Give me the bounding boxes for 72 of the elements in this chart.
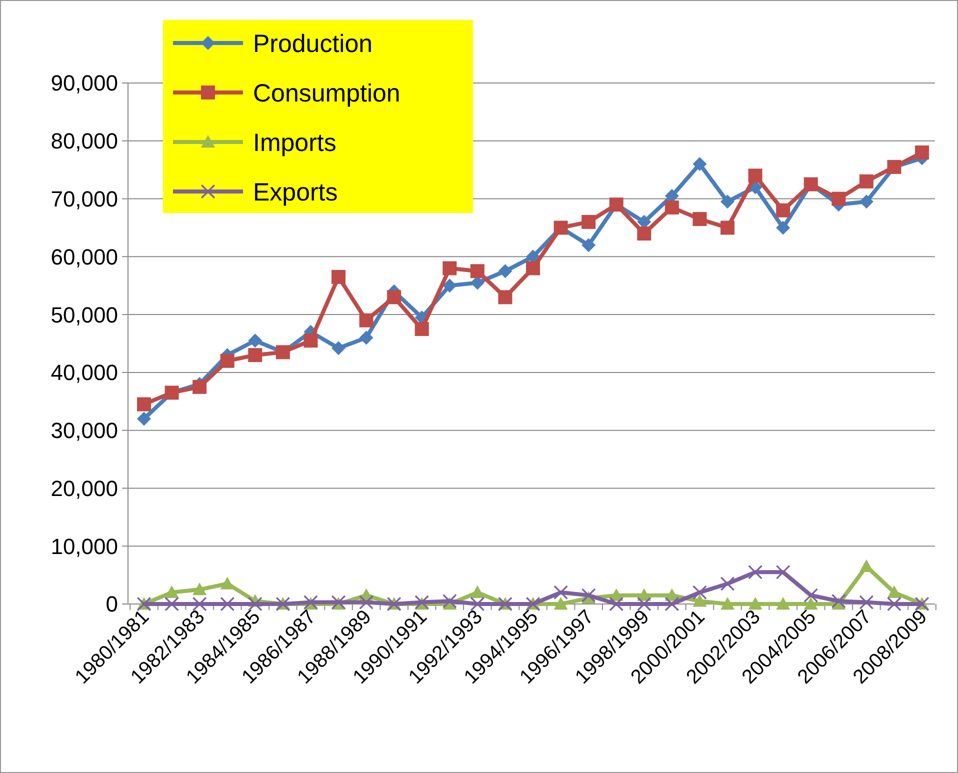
y-tick-label: 90,000	[50, 70, 118, 96]
point	[304, 334, 318, 348]
point	[192, 582, 207, 596]
point	[859, 595, 874, 610]
point	[582, 588, 596, 602]
point	[859, 559, 874, 572]
point	[137, 397, 151, 412]
legend-label: Production	[253, 30, 373, 58]
point	[748, 565, 762, 580]
point	[776, 220, 790, 235]
point	[664, 597, 679, 611]
point	[915, 145, 929, 160]
point	[748, 597, 762, 610]
legend-label: Consumption	[253, 79, 400, 108]
y-tick-label: 20,000	[50, 476, 118, 501]
point	[248, 334, 262, 348]
point	[582, 238, 596, 252]
point	[692, 594, 707, 607]
point	[387, 290, 402, 304]
point	[137, 412, 151, 426]
point	[776, 565, 790, 580]
point	[637, 597, 652, 611]
point	[359, 595, 374, 610]
point	[498, 264, 512, 278]
point	[554, 585, 568, 600]
point	[248, 348, 262, 362]
point	[720, 194, 734, 209]
point	[554, 597, 568, 610]
y-tick-label: 70,000	[50, 186, 118, 212]
point	[582, 214, 596, 229]
point	[498, 290, 512, 304]
point	[804, 588, 818, 602]
point	[832, 192, 846, 206]
point	[220, 354, 234, 368]
point	[442, 261, 457, 276]
point	[720, 220, 734, 235]
legend-label: Imports	[253, 128, 336, 157]
point	[470, 585, 484, 598]
point	[609, 597, 624, 611]
point	[637, 226, 652, 241]
point	[414, 322, 429, 336]
point	[442, 278, 457, 293]
point	[192, 380, 207, 394]
y-tick-label: 0	[106, 592, 118, 617]
point	[359, 313, 374, 328]
y-tick-label: 10,000	[50, 534, 118, 559]
y-tick-label: 40,000	[50, 360, 118, 386]
point	[887, 585, 902, 598]
point	[776, 203, 790, 218]
point	[359, 330, 374, 345]
point	[332, 270, 346, 284]
point	[692, 157, 707, 172]
y-tick-label: 30,000	[50, 418, 118, 444]
y-tick-label: 60,000	[50, 244, 118, 270]
y-tick-label: 50,000	[50, 302, 118, 328]
point	[220, 576, 234, 590]
y-tick-label: 80,000	[50, 128, 118, 154]
point	[859, 174, 874, 188]
point	[526, 261, 540, 276]
point	[470, 264, 484, 278]
point	[692, 585, 707, 600]
point	[748, 168, 762, 183]
point	[442, 594, 457, 608]
legend-label: Exports	[253, 178, 338, 206]
point	[332, 341, 346, 356]
point	[664, 200, 679, 214]
point	[859, 194, 874, 209]
point	[164, 585, 179, 598]
point	[832, 594, 846, 608]
point	[776, 597, 790, 610]
point	[692, 212, 707, 226]
point	[720, 597, 734, 610]
